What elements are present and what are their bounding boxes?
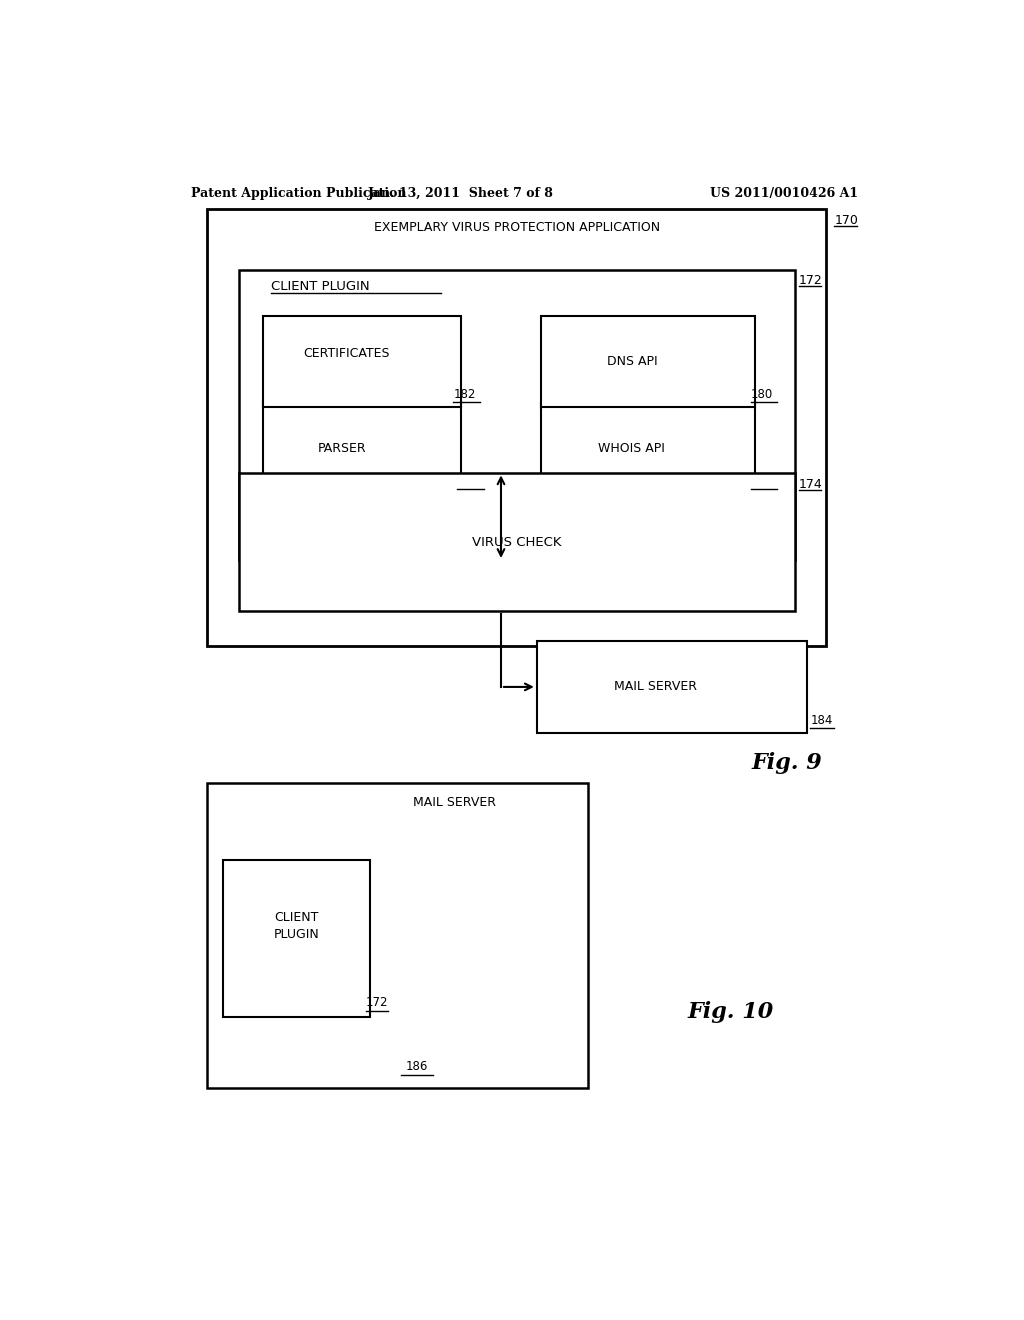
Text: 186: 186 xyxy=(406,1060,428,1073)
Bar xyxy=(263,315,461,408)
Text: DNS API: DNS API xyxy=(606,355,657,368)
Text: 178: 178 xyxy=(751,475,773,487)
Text: MAIL SERVER: MAIL SERVER xyxy=(614,680,697,693)
Text: PARSER: PARSER xyxy=(318,442,367,454)
Text: CLIENT PLUGIN: CLIENT PLUGIN xyxy=(270,280,370,293)
Text: MAIL SERVER: MAIL SERVER xyxy=(414,796,497,809)
Text: 176: 176 xyxy=(458,475,480,487)
Text: Patent Application Publication: Patent Application Publication xyxy=(191,187,407,201)
Bar xyxy=(240,271,795,560)
Bar xyxy=(207,784,588,1089)
Bar xyxy=(263,403,461,494)
Text: 174: 174 xyxy=(799,478,822,491)
Text: 172: 172 xyxy=(799,275,822,288)
Bar xyxy=(240,474,795,611)
Bar xyxy=(541,315,755,408)
Bar xyxy=(223,859,370,1018)
Text: Fig. 10: Fig. 10 xyxy=(688,1001,774,1023)
Bar xyxy=(207,210,826,647)
Text: EXEMPLARY VIRUS PROTECTION APPLICATION: EXEMPLARY VIRUS PROTECTION APPLICATION xyxy=(374,222,659,235)
Text: US 2011/0010426 A1: US 2011/0010426 A1 xyxy=(710,187,858,201)
Text: 182: 182 xyxy=(454,388,476,401)
Bar xyxy=(541,403,755,494)
Text: Fig. 9: Fig. 9 xyxy=(752,752,822,774)
Text: CLIENT
PLUGIN: CLIENT PLUGIN xyxy=(273,911,319,941)
Text: WHOIS API: WHOIS API xyxy=(598,442,666,454)
Text: 184: 184 xyxy=(811,714,833,726)
Text: Jan. 13, 2011  Sheet 7 of 8: Jan. 13, 2011 Sheet 7 of 8 xyxy=(369,187,554,201)
Bar xyxy=(537,642,807,733)
Text: VIRUS CHECK: VIRUS CHECK xyxy=(472,536,561,549)
Text: 172: 172 xyxy=(367,997,388,1008)
Text: 170: 170 xyxy=(835,214,858,227)
Text: 180: 180 xyxy=(751,388,773,401)
Text: CERTIFICATES: CERTIFICATES xyxy=(303,347,389,360)
